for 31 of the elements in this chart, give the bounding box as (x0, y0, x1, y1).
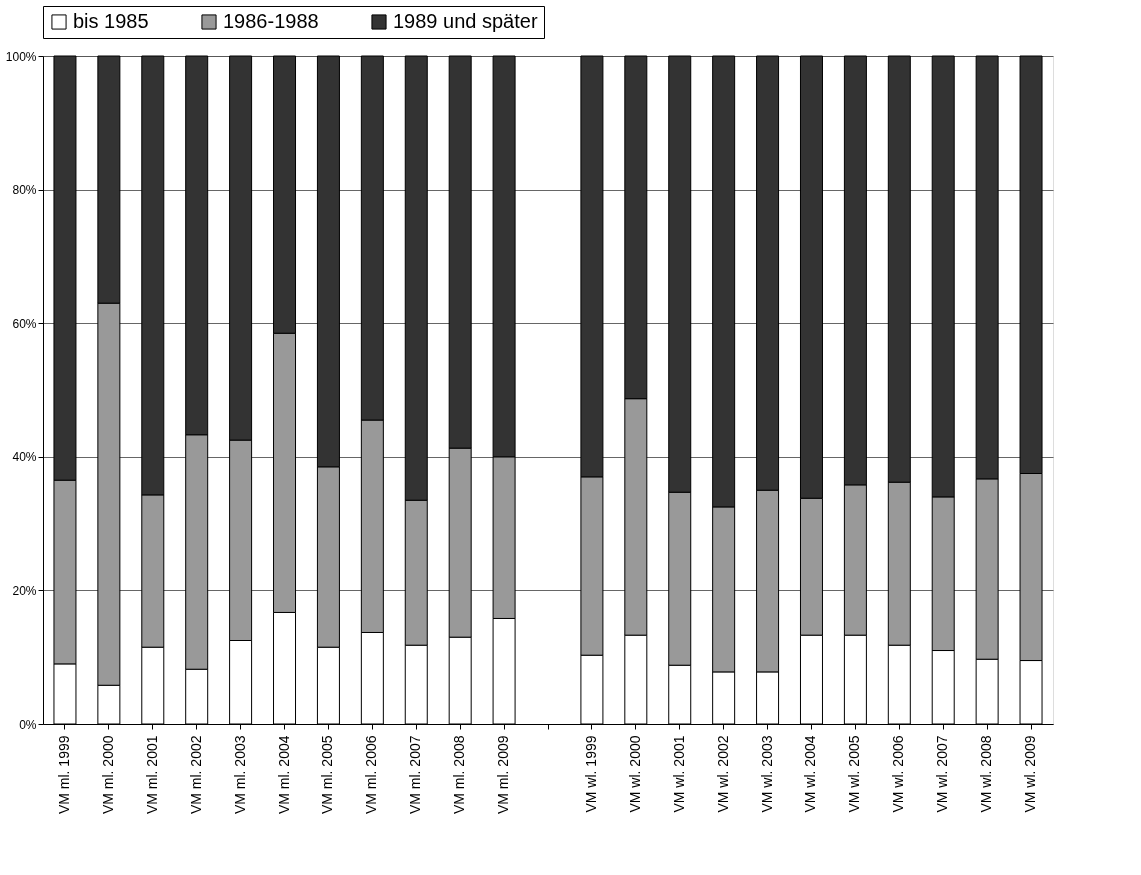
y-tick-label: 40% (12, 450, 37, 465)
x-tick-label: VM wl. 1999 (582, 735, 599, 813)
legend-label: 1986-1988 (223, 10, 319, 32)
x-tick-label: VM wl. 2008 (978, 735, 995, 813)
x-tick-label: VM wl. 2004 (802, 735, 819, 813)
x-tick-label: VM wl. 2007 (934, 735, 951, 813)
legend-label: bis 1985 (73, 10, 149, 32)
x-tick-label: VM wl. 2006 (890, 735, 907, 813)
y-tick-label: 60% (12, 316, 37, 331)
x-tick-label: VM ml. 1999 (55, 735, 72, 815)
x-tick-label: VM ml. 2009 (495, 735, 512, 815)
x-tick-label: VM ml. 2007 (407, 735, 424, 815)
x-tick-label: VM ml. 2006 (363, 735, 380, 815)
x-tick-label: VM ml. 2002 (187, 735, 204, 815)
y-tick-label: 0% (19, 717, 37, 732)
x-tick-label: VM ml. 2001 (143, 735, 160, 815)
x-tick-label: VM wl. 2002 (714, 735, 731, 813)
x-tick-label: VM ml. 2003 (231, 735, 248, 815)
y-tick-label: 100% (5, 49, 37, 64)
x-tick-label: VM ml. 2000 (99, 735, 116, 815)
x-tick-label: VM wl. 2003 (758, 735, 775, 813)
x-tick-label: VM wl. 2001 (670, 735, 687, 813)
x-tick-label: VM wl. 2005 (846, 735, 863, 813)
x-tick-label: VM ml. 2004 (275, 735, 292, 815)
y-tick-label: 20% (12, 583, 37, 598)
x-tick-label: VM ml. 2008 (451, 735, 468, 815)
x-tick-label: VM ml. 2005 (319, 735, 336, 815)
x-tick-label: VM wl. 2009 (1022, 735, 1039, 813)
legend-label: 1989 und später (393, 10, 538, 32)
y-tick-label: 80% (12, 183, 37, 198)
x-tick-label: VM wl. 2000 (626, 735, 643, 813)
